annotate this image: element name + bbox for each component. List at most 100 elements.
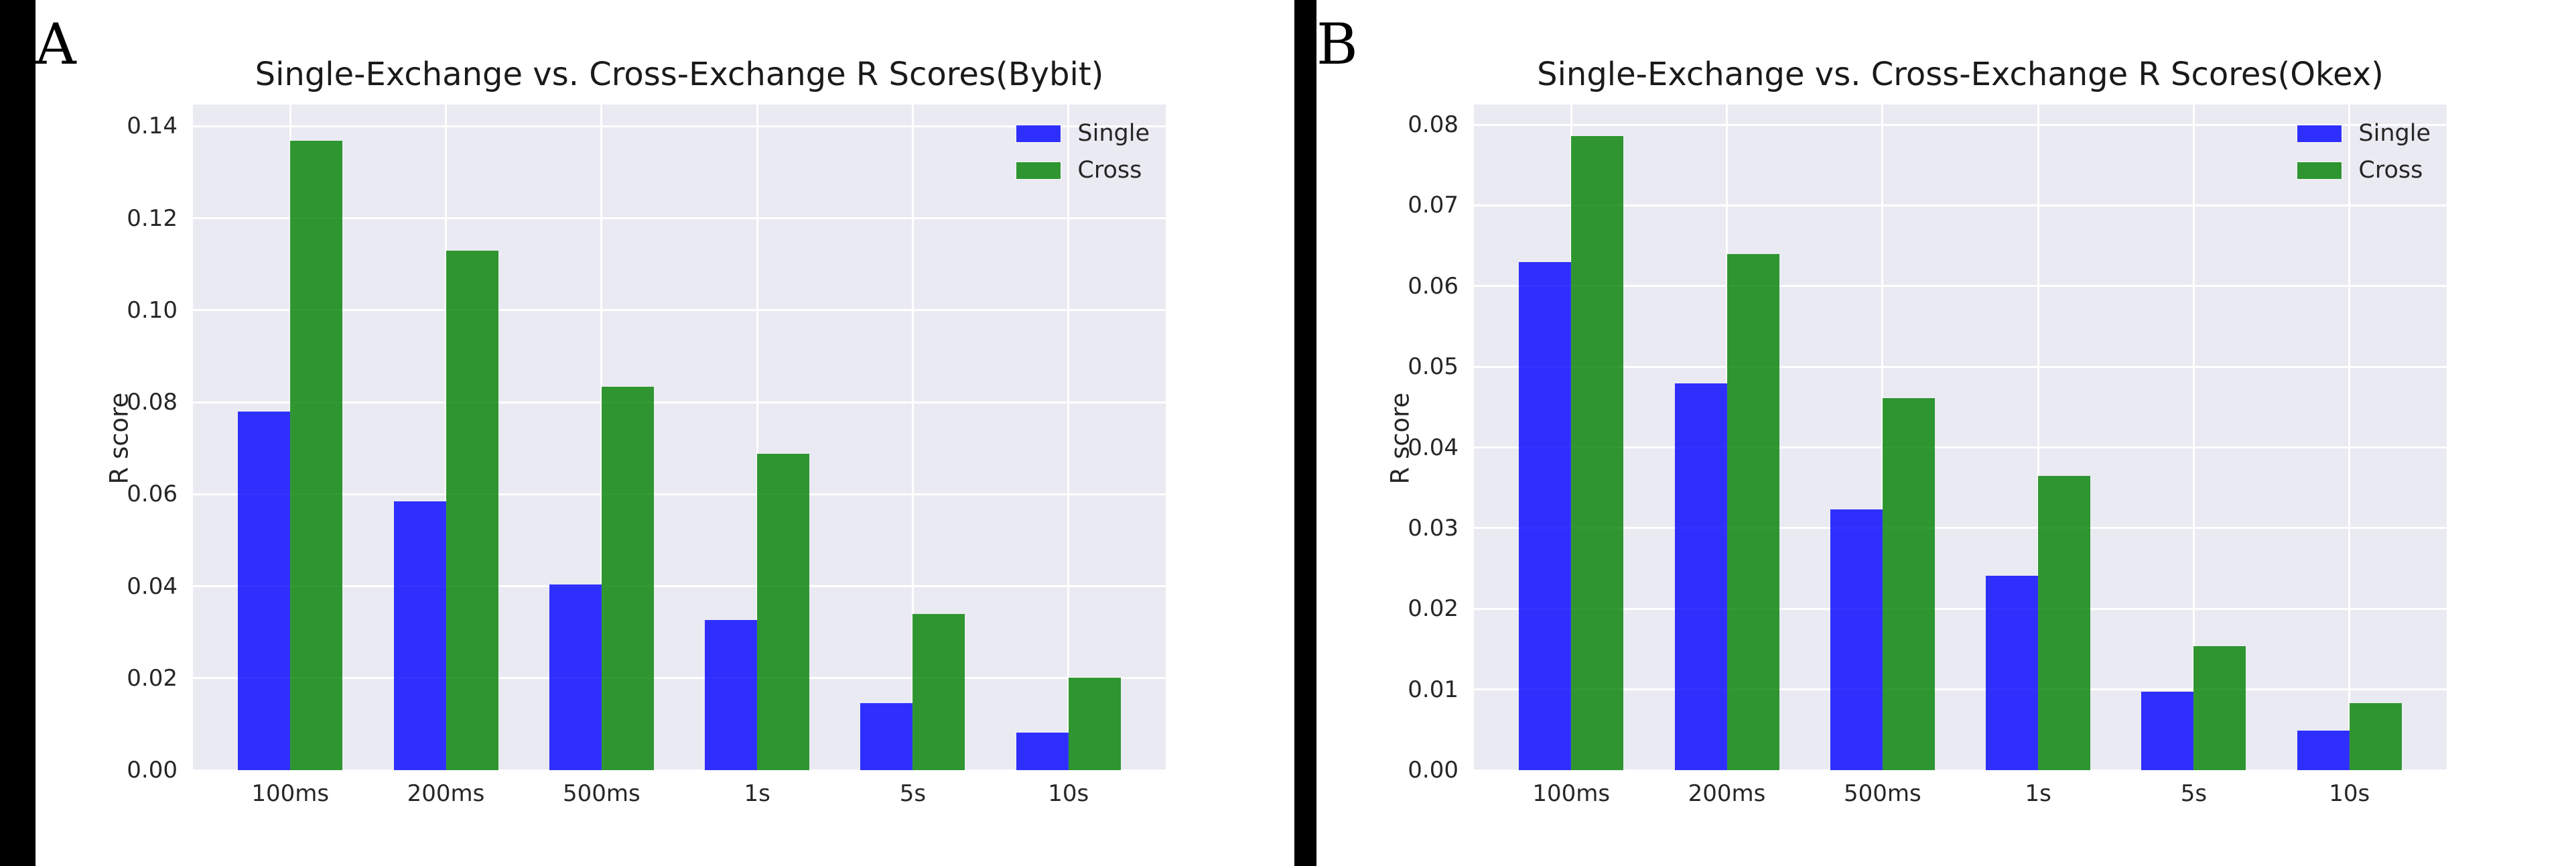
bar-single-10s (1016, 732, 1069, 770)
gridline-vertical (756, 105, 758, 770)
bar-single-1s (705, 619, 758, 770)
gridline-horizontal (193, 309, 1166, 312)
gridline-horizontal (193, 493, 1166, 495)
y-tick-label: 0.00 (127, 757, 178, 784)
y-tick-label: 0.04 (1408, 434, 1459, 461)
gridline-vertical (1067, 105, 1070, 770)
gridline-horizontal (193, 769, 1166, 770)
bar-single-500ms (549, 584, 602, 770)
y-tick-label: 0.02 (127, 664, 178, 692)
x-tick-label: 200ms (407, 780, 485, 807)
bar-cross-500ms (1882, 398, 1935, 770)
bar-cross-10s (2349, 703, 2402, 770)
y-tick-label: 0.05 (1408, 353, 1459, 381)
y-tick-label: 0.06 (127, 481, 178, 508)
x-tick-label: 1s (2025, 780, 2051, 807)
bar-cross-500ms (601, 387, 654, 770)
bar-single-5s (2141, 692, 2194, 770)
x-tick-label: 100ms (251, 780, 330, 807)
y-tick-label: 0.04 (127, 572, 178, 600)
panel-a-letter: A (36, 11, 76, 77)
bar-single-100ms (1519, 261, 1572, 770)
legend-item-cross: Cross (1016, 159, 1150, 182)
bar-cross-100ms (1571, 135, 1624, 770)
gridline-horizontal (193, 217, 1166, 219)
bar-single-200ms (1674, 383, 1727, 770)
x-tick-label: 500ms (1843, 780, 1921, 807)
bar-single-5s (860, 703, 913, 770)
panel-divider-bar (1294, 0, 1316, 866)
legend-label-cross: Cross (2358, 157, 2423, 184)
gridline-vertical (911, 105, 914, 770)
legend-item-single: Single (2297, 122, 2431, 145)
gridline-horizontal (1474, 607, 2447, 610)
gridline-horizontal (1474, 688, 2447, 691)
x-tick-label: 500ms (562, 780, 640, 807)
legend-label-single: Single (2358, 120, 2431, 147)
gridline-horizontal (193, 125, 1166, 127)
bar-single-10s (2297, 731, 2350, 770)
y-tick-label: 0.10 (127, 296, 178, 324)
y-tick-label: 0.02 (1408, 595, 1459, 623)
y-tick-label: 0.00 (1408, 757, 1459, 784)
bar-cross-5s (2193, 645, 2246, 770)
bar-single-100ms (238, 411, 291, 770)
panel-b-legend: Single Cross (2297, 122, 2431, 182)
gridline-horizontal (1474, 285, 2447, 288)
panel-a-plot-area: Single Cross (193, 105, 1166, 770)
left-border-bar (0, 0, 36, 866)
panel-b-title: Single-Exchange vs. Cross-Exchange R Sco… (1537, 56, 2384, 93)
x-tick-label: 5s (899, 780, 927, 807)
x-tick-label: 200ms (1688, 780, 1766, 807)
y-tick-label: 0.07 (1408, 192, 1459, 219)
panel-a-figure: A Single-Exchange vs. Cross-Exchange R S… (36, 0, 1294, 866)
y-tick-label: 0.06 (1408, 272, 1459, 300)
bar-cross-10s (1068, 678, 1121, 770)
bar-cross-100ms (290, 141, 343, 770)
y-tick-label: 0.03 (1408, 514, 1459, 542)
x-tick-label: 10s (1048, 780, 1089, 807)
gridline-horizontal (1474, 769, 2447, 770)
legend-swatch-single (1016, 125, 1062, 143)
legend-label-cross: Cross (1077, 157, 1142, 184)
bar-cross-200ms (1726, 253, 1779, 770)
bar-single-200ms (393, 501, 446, 770)
gridline-horizontal (1474, 123, 2447, 126)
panel-b-letter: B (1316, 11, 1358, 77)
legend-swatch-cross (1016, 162, 1062, 180)
y-tick-label: 0.14 (127, 113, 178, 140)
gridline-vertical (2037, 105, 2039, 770)
panel-b-plot-area: Single Cross (1474, 105, 2447, 770)
bar-single-1s (1986, 575, 2039, 770)
y-tick-label: 0.08 (1408, 111, 1459, 139)
bar-cross-1s (2038, 475, 2091, 770)
gridline-vertical (2192, 105, 2195, 770)
x-tick-label: 5s (2180, 780, 2208, 807)
legend-label-single: Single (1077, 120, 1150, 147)
gridline-horizontal (1474, 365, 2447, 368)
gridline-horizontal (1474, 527, 2447, 530)
y-tick-label: 0.01 (1408, 676, 1459, 703)
legend-item-cross: Cross (2297, 159, 2431, 182)
x-tick-label: 1s (744, 780, 770, 807)
bar-single-500ms (1830, 509, 1883, 770)
legend-swatch-single (2297, 125, 2343, 143)
y-tick-label: 0.08 (127, 389, 178, 416)
gridline-horizontal (193, 585, 1166, 587)
gridline-horizontal (1474, 446, 2447, 449)
x-tick-label: 10s (2329, 780, 2370, 807)
panel-b-figure: B Single-Exchange vs. Cross-Exchange R S… (1316, 0, 2576, 866)
bar-cross-5s (912, 614, 965, 770)
gridline-horizontal (193, 401, 1166, 404)
y-tick-label: 0.12 (127, 204, 178, 232)
legend-swatch-cross (2297, 162, 2343, 180)
gridline-horizontal (193, 677, 1166, 680)
legend-item-single: Single (1016, 122, 1150, 145)
gridline-vertical (2348, 105, 2351, 770)
panel-a-title: Single-Exchange vs. Cross-Exchange R Sco… (255, 56, 1104, 93)
panel-a-legend: Single Cross (1016, 122, 1150, 182)
gridline-horizontal (1474, 204, 2447, 206)
bar-cross-200ms (446, 250, 498, 770)
bar-cross-1s (757, 453, 810, 770)
